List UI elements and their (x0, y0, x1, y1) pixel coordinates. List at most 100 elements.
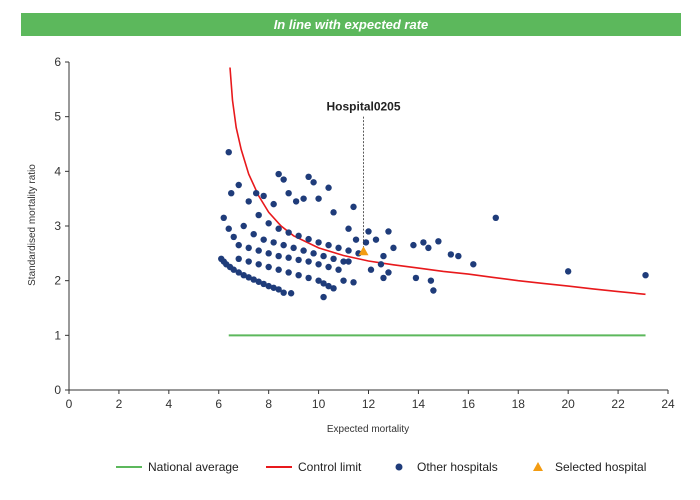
hospital-point[interactable] (255, 211, 262, 219)
hospital-point[interactable] (305, 235, 312, 243)
hospital-point[interactable] (320, 293, 327, 301)
hospital-point[interactable] (260, 192, 267, 200)
hospital-point[interactable] (340, 277, 347, 284)
hospital-point[interactable] (245, 258, 252, 265)
hospital-point[interactable] (252, 190, 260, 197)
hospital-point[interactable] (345, 225, 352, 232)
hospital-point[interactable] (265, 250, 272, 257)
hospital-point[interactable] (410, 241, 417, 249)
hospital-point[interactable] (270, 239, 277, 246)
hospital-point[interactable] (305, 173, 312, 180)
hospital-point[interactable] (367, 266, 375, 273)
hospital-point[interactable] (245, 198, 252, 205)
hospital-point[interactable] (250, 276, 257, 283)
hospital-point[interactable] (390, 244, 397, 252)
hospital-point[interactable] (220, 214, 227, 221)
hospital-point[interactable] (265, 282, 272, 290)
hospital-point[interactable] (335, 244, 342, 252)
hospital-point[interactable] (427, 277, 435, 284)
hospital-point[interactable] (235, 255, 242, 262)
hospital-point[interactable] (285, 269, 292, 276)
hospital-point[interactable] (295, 256, 302, 264)
hospital-point[interactable] (345, 258, 352, 265)
hospital-point[interactable] (362, 239, 370, 246)
hospital-point[interactable] (350, 203, 357, 211)
hospital-point[interactable] (365, 228, 372, 235)
hospital-point[interactable] (385, 228, 392, 235)
hospital-point[interactable] (225, 149, 232, 156)
hospital-point[interactable] (385, 269, 392, 276)
hospital-point[interactable] (240, 222, 247, 230)
hospital-point[interactable] (260, 280, 267, 288)
hospital-point[interactable] (275, 252, 282, 260)
hospital-point[interactable] (285, 254, 292, 261)
hospital-point[interactable] (320, 252, 327, 260)
hospital-point[interactable] (310, 250, 317, 257)
hospital-point[interactable] (300, 247, 307, 254)
hospital-point[interactable] (430, 287, 437, 294)
hospital-point[interactable] (275, 225, 282, 232)
hospital-point[interactable] (470, 261, 477, 268)
hospital-point[interactable] (325, 184, 332, 191)
hospital-point[interactable] (420, 239, 427, 246)
hospital-point[interactable] (255, 261, 262, 268)
hospital-point[interactable] (228, 190, 235, 197)
hospital-point[interactable] (380, 252, 387, 260)
hospital-point[interactable] (290, 244, 297, 252)
hospital-point[interactable] (275, 266, 282, 273)
hospital-point[interactable] (295, 272, 302, 279)
hospital-point[interactable] (275, 170, 282, 178)
hospital-point[interactable] (330, 255, 337, 262)
hospital-point[interactable] (325, 241, 332, 249)
hospital-point[interactable] (275, 286, 282, 293)
hospital-point[interactable] (315, 277, 322, 284)
hospital-point[interactable] (330, 209, 337, 216)
hospital-point[interactable] (235, 241, 242, 249)
hospital-point[interactable] (292, 198, 300, 205)
hospital-point[interactable] (345, 247, 352, 254)
hospital-point[interactable] (412, 274, 420, 282)
hospital-point[interactable] (260, 236, 267, 243)
hospital-point[interactable] (435, 238, 442, 245)
hospital-point[interactable] (265, 220, 272, 227)
hospital-point[interactable] (300, 195, 307, 202)
hospital-point[interactable] (255, 278, 262, 285)
hospital-point[interactable] (250, 231, 257, 238)
hospital-point[interactable] (240, 272, 247, 279)
hospital-point[interactable] (425, 244, 432, 252)
hospital-point[interactable] (225, 225, 232, 232)
hospital-point[interactable] (642, 272, 649, 279)
hospital-point[interactable] (310, 179, 317, 186)
hospital-point[interactable] (325, 282, 332, 290)
hospital-point[interactable] (315, 239, 322, 246)
hospital-point[interactable] (280, 241, 287, 249)
hospital-point[interactable] (270, 200, 277, 208)
hospital-point[interactable] (235, 181, 242, 189)
hospital-point[interactable] (285, 190, 292, 197)
hospital-point[interactable] (335, 266, 342, 273)
hospital-point[interactable] (372, 236, 380, 243)
hospital-point[interactable] (295, 232, 302, 240)
hospital-point[interactable] (564, 268, 572, 275)
hospital-point[interactable] (447, 251, 455, 258)
hospital-point[interactable] (352, 236, 360, 243)
hospital-point[interactable] (305, 274, 312, 282)
hospital-point[interactable] (315, 261, 322, 268)
hospital-point[interactable] (245, 244, 252, 252)
hospital-point[interactable] (265, 263, 272, 271)
hospital-point[interactable] (377, 261, 385, 268)
hospital-point[interactable] (230, 266, 237, 273)
hospital-point[interactable] (492, 214, 499, 221)
hospital-point[interactable] (315, 195, 322, 202)
hospital-point[interactable] (455, 252, 462, 260)
hospital-point[interactable] (235, 269, 242, 276)
hospital-point[interactable] (280, 176, 287, 183)
hospital-point[interactable] (287, 290, 295, 297)
hospital-point[interactable] (280, 289, 287, 296)
hospital-point[interactable] (305, 258, 312, 265)
hospital-point[interactable] (350, 279, 357, 286)
hospital-point[interactable] (255, 247, 262, 254)
hospital-point[interactable] (285, 229, 292, 236)
hospital-point[interactable] (320, 280, 327, 287)
hospital-point[interactable] (330, 285, 337, 292)
